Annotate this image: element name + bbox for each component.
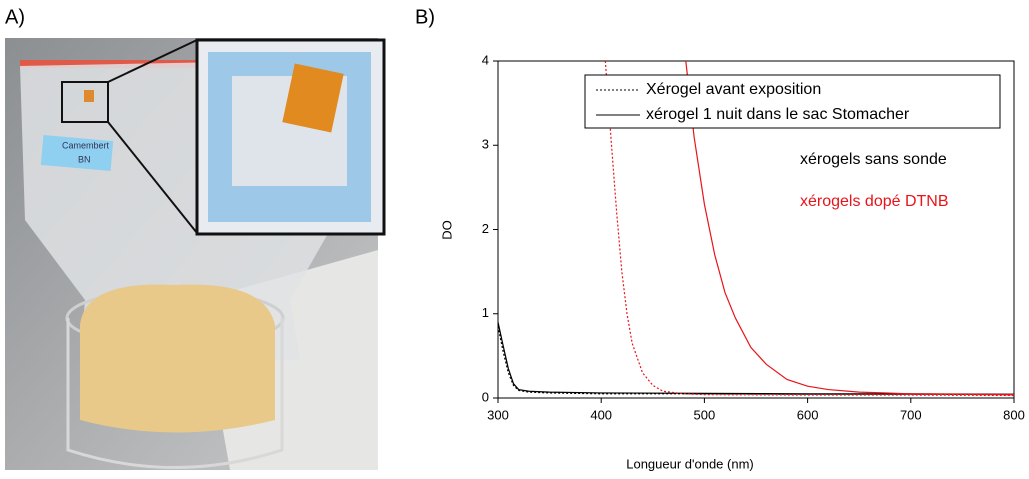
annotation: xérogels dopé DTNB <box>800 193 949 210</box>
legend-label: xérogel 1 nuit dans le sac Stomacher <box>646 106 910 123</box>
x-tick-label: 400 <box>590 407 612 422</box>
photo-label: Camembert <box>62 140 110 150</box>
curves <box>498 61 1014 397</box>
y-tick-label: 3 <box>482 137 489 152</box>
x-tick-label: 600 <box>797 407 819 422</box>
y-tick-label: 1 <box>482 305 489 320</box>
legend-label: Xérogel avant exposition <box>646 81 821 98</box>
x-tick-label: 800 <box>1003 407 1025 422</box>
photo: Camembert BN <box>5 38 386 470</box>
x-tick-label: 700 <box>900 407 922 422</box>
y-axis-label: DO <box>439 220 454 240</box>
panel-label: A) <box>5 6 25 28</box>
y-tick-label: 0 <box>482 389 489 404</box>
data-line <box>604 61 1014 397</box>
y-tick-label: 2 <box>482 221 489 236</box>
annotation: xérogels sans sonde <box>800 151 947 168</box>
y-tick-label: 4 <box>482 52 489 67</box>
photo-label: BN <box>78 154 91 164</box>
data-line <box>685 61 1014 396</box>
legend <box>584 74 1001 129</box>
panel-label: B) <box>415 6 435 28</box>
data-line <box>498 322 1014 395</box>
data-line <box>498 326 1014 396</box>
x-axis-label: Longueur d'onde (nm) <box>626 456 754 471</box>
x-tick-label: 500 <box>694 407 716 422</box>
x-tick-label: 300 <box>487 407 509 422</box>
